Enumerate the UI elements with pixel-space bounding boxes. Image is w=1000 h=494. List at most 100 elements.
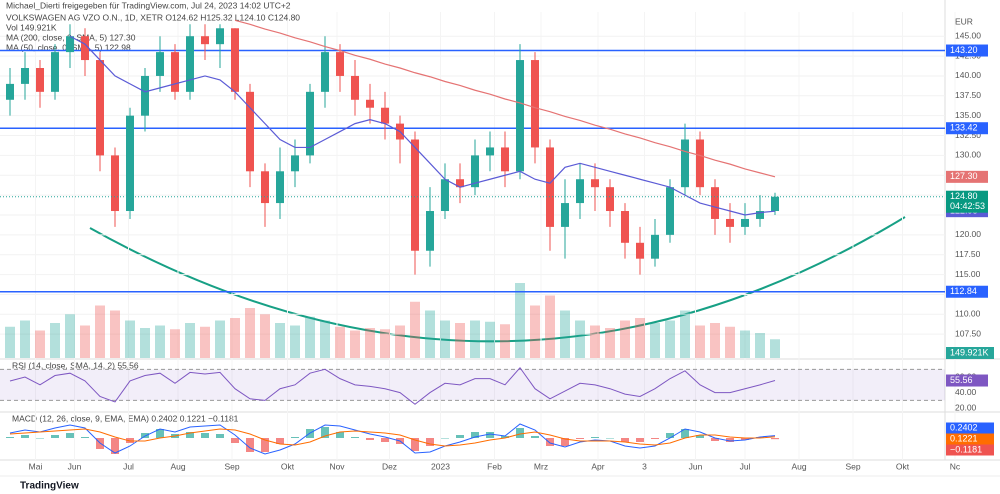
legend-entry: VOLKSWAGEN AG VZO O.N., 1D, XETR O124.62… xyxy=(6,12,300,22)
candle-body xyxy=(606,187,614,212)
x-tick-label: Mrz xyxy=(534,461,548,471)
candle-body xyxy=(651,234,659,259)
volume-bar xyxy=(380,329,390,358)
volume-bar xyxy=(125,320,135,358)
volume-bar xyxy=(140,328,150,358)
candle-body xyxy=(276,171,284,204)
rsi-tick-label: 20.00 xyxy=(955,402,977,412)
macd-hist xyxy=(321,427,329,438)
rsi-band xyxy=(0,369,945,401)
candle-body xyxy=(246,91,254,172)
price-label: 124.80 xyxy=(950,191,978,201)
candle-body xyxy=(711,187,719,219)
macd-hist xyxy=(501,436,509,438)
volume-bar xyxy=(725,326,735,358)
y-tick-label: 135.00 xyxy=(955,110,981,120)
volume-bar xyxy=(275,323,285,358)
volume-bar xyxy=(500,324,510,358)
x-tick-label: Dez xyxy=(382,461,397,471)
candle-body xyxy=(126,115,134,212)
macd-hist xyxy=(636,438,644,442)
arc-drawing xyxy=(89,216,906,343)
candle-body xyxy=(141,75,149,116)
macd-hist xyxy=(741,438,749,440)
macd-hist xyxy=(486,432,494,438)
macd-hist xyxy=(51,435,59,438)
macd-hist xyxy=(561,438,569,446)
macd-hist xyxy=(81,437,89,438)
volume-bar xyxy=(395,325,405,358)
candle-body xyxy=(771,196,779,212)
macd-hist xyxy=(591,437,599,438)
macd-hist xyxy=(351,437,359,438)
volume-bar xyxy=(425,310,435,358)
x-tick-label: 3 xyxy=(642,461,647,471)
ma-label: 127.30 xyxy=(950,171,978,181)
macd-hist xyxy=(6,437,14,438)
candle-body xyxy=(201,36,209,45)
macd-hist xyxy=(216,434,224,438)
candle-body xyxy=(261,171,269,204)
x-tick-label: Jul xyxy=(123,461,134,471)
volume-bar xyxy=(215,320,225,358)
candle-body xyxy=(486,147,494,156)
candle-body xyxy=(561,203,569,227)
volume-bar xyxy=(410,301,420,358)
macd-hist xyxy=(381,438,389,442)
macd-hist xyxy=(681,429,689,438)
volume-bar xyxy=(515,283,525,358)
volume-bar xyxy=(350,330,360,358)
x-tick-label: Apr xyxy=(591,461,604,471)
candle-body xyxy=(216,28,224,45)
volume-bar xyxy=(170,329,180,358)
macd-tag xyxy=(946,433,994,445)
footer-logo: TradingView xyxy=(20,481,79,492)
volume-bar xyxy=(455,323,465,358)
candle-body xyxy=(426,211,434,251)
volume-bar xyxy=(305,316,315,358)
macd-hist xyxy=(651,438,659,439)
volume-bar xyxy=(620,320,630,358)
volume-bar xyxy=(230,318,240,358)
rsi-title: RSI (14, close, SMA, 14, 2) 55.56 xyxy=(12,360,139,370)
macd-tag xyxy=(946,422,994,434)
macd-hist xyxy=(606,438,614,439)
x-tick-label: 2023 xyxy=(431,461,450,471)
volume-bar xyxy=(470,320,480,358)
macd-label: 0.1221 xyxy=(950,433,978,443)
candle-body xyxy=(456,179,464,188)
volume-bar xyxy=(710,323,720,358)
volume-bar xyxy=(560,310,570,358)
level-label: 112.84 xyxy=(950,286,977,296)
macd-hist xyxy=(711,438,719,441)
candle-body xyxy=(21,68,29,84)
volume-bar xyxy=(680,310,690,358)
macd-hist xyxy=(36,438,44,439)
macd-hist xyxy=(456,435,464,438)
x-tick-label: Aug xyxy=(791,461,806,471)
y-tick-label: 117.50 xyxy=(955,249,981,259)
x-tick-label: Sep xyxy=(224,461,239,471)
candle-body xyxy=(636,242,644,259)
candle-body xyxy=(756,211,764,219)
legend-entry: Vol 149.921K xyxy=(6,22,57,32)
x-tick-label: Jul xyxy=(740,461,751,471)
volume-bar xyxy=(320,320,330,358)
candle-body xyxy=(591,179,599,188)
volume-bar xyxy=(65,314,75,358)
y-tick-label: 137.50 xyxy=(955,90,981,100)
volume-bar xyxy=(485,321,495,358)
candle-body xyxy=(291,155,299,172)
candle-body xyxy=(411,139,419,251)
candle-body xyxy=(471,155,479,188)
volume-bar xyxy=(20,320,30,358)
macd-hist xyxy=(186,432,194,438)
y-tick-label: 130.00 xyxy=(955,150,981,160)
y-tick-label: 110.00 xyxy=(955,309,981,319)
candle-body xyxy=(726,218,734,227)
volume-bar xyxy=(770,339,780,358)
macd-hist xyxy=(156,429,164,438)
rsi-tick-label: 40.00 xyxy=(955,387,977,397)
volume-bar xyxy=(35,330,45,358)
